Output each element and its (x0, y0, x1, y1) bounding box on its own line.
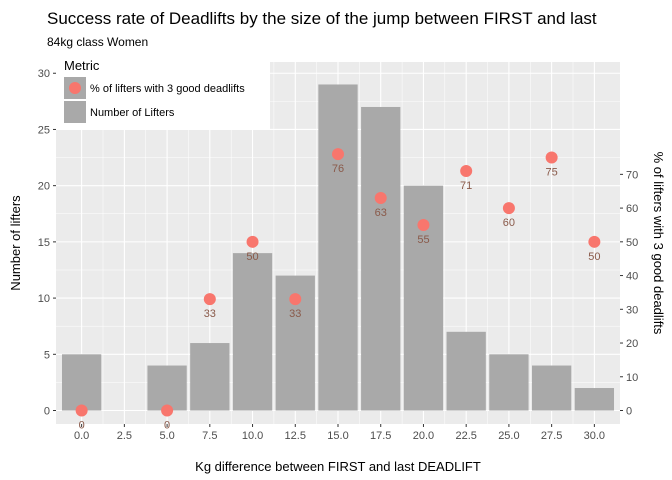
x-axis-title: Kg difference between FIRST and last DEA… (195, 459, 481, 474)
data-point (460, 164, 473, 177)
legend-box (56, 52, 270, 130)
x-tick-label: 17.5 (370, 430, 391, 442)
bar (446, 331, 486, 411)
bar (190, 343, 230, 411)
data-label: 33 (289, 308, 301, 320)
chart-subtitle: 84kg class Women (47, 35, 148, 49)
data-point (246, 235, 259, 248)
legend-key-point-marker (69, 82, 81, 94)
bar (361, 106, 401, 411)
bar (574, 388, 615, 411)
x-tick-label: 25.0 (498, 430, 519, 442)
bars-layer (61, 84, 615, 411)
data-label: 55 (417, 234, 429, 246)
data-label: 60 (503, 217, 515, 229)
bar (147, 365, 187, 411)
data-label: 75 (546, 166, 558, 178)
x-tick-label: 30.0 (584, 430, 605, 442)
data-point (332, 148, 344, 161)
data-label: 50 (588, 251, 600, 263)
data-point (545, 151, 558, 164)
y-tick-label: 25 (38, 124, 50, 136)
x-tick-label: 2.5 (117, 430, 132, 442)
data-point (588, 235, 601, 248)
data-label: 76 (332, 163, 344, 175)
bar (531, 365, 572, 411)
y-right-tick-label: 60 (626, 203, 638, 215)
legend-title: Metric (64, 58, 100, 73)
x-tick-label: 15.0 (327, 430, 348, 442)
chart-title: Success rate of Deadlifts by the size of… (47, 9, 597, 28)
data-label: 71 (460, 180, 472, 192)
x-tick-label: 10.0 (242, 430, 263, 442)
bar (232, 253, 273, 411)
y-tick-label: 20 (38, 181, 50, 193)
y-axis-title: Number of lifters (8, 195, 23, 291)
bar (61, 354, 102, 411)
x-tick-label: 20.0 (413, 430, 434, 442)
y-right-tick-label: 30 (626, 304, 638, 316)
y-tick-label: 15 (38, 237, 50, 249)
y-right-tick-label: 0 (626, 406, 632, 418)
y-right-tick-label: 70 (626, 169, 638, 181)
data-point (75, 404, 88, 417)
y-tick-label: 0 (44, 406, 50, 418)
y-axis-right: 0 10 20 30 40 50 60 70 (620, 169, 638, 418)
y-right-tick-label: 40 (626, 271, 638, 283)
x-axis: 0.0 2.5 5.0 7.5 10.0 12.5 15.0 17.5 20.0 22.5 25.0… (74, 424, 605, 442)
x-tick-label: 22.5 (455, 430, 476, 442)
bar (489, 354, 529, 411)
data-point (161, 404, 174, 417)
x-tick-label: 12.5 (285, 430, 306, 442)
data-point (289, 293, 302, 306)
data-point (203, 293, 216, 306)
data-label: 50 (246, 251, 258, 263)
data-point (417, 218, 430, 231)
x-tick-label: 0.0 (74, 430, 89, 442)
y-tick-label: 10 (38, 293, 50, 305)
legend: Metric % of lifters with 3 good deadlift… (56, 52, 270, 130)
y-axis-right-title: % of lifters with 3 good deadlifts (651, 152, 666, 335)
data-label: 63 (375, 207, 387, 219)
data-point (502, 202, 515, 215)
y-right-tick-label: 10 (626, 372, 638, 384)
legend-entry-bars: Number of Lifters (90, 107, 175, 119)
legend-key-bars (64, 101, 86, 123)
y-axis-left: 0 5 10 15 20 25 30 (38, 68, 56, 418)
y-tick-label: 30 (38, 68, 50, 80)
x-tick-label: 7.5 (202, 430, 217, 442)
bar (318, 84, 358, 411)
data-point (374, 191, 387, 204)
y-tick-label: 5 (44, 349, 50, 361)
data-label: 33 (204, 308, 216, 320)
x-tick-label: 5.0 (159, 430, 174, 442)
y-right-tick-label: 20 (626, 338, 638, 350)
points-layer: 0033503376635571607550 (75, 148, 601, 432)
legend-entry-points: % of lifters with 3 good deadlifts (90, 83, 245, 95)
y-right-tick-label: 50 (626, 237, 638, 249)
x-tick-label: 27.5 (541, 430, 562, 442)
